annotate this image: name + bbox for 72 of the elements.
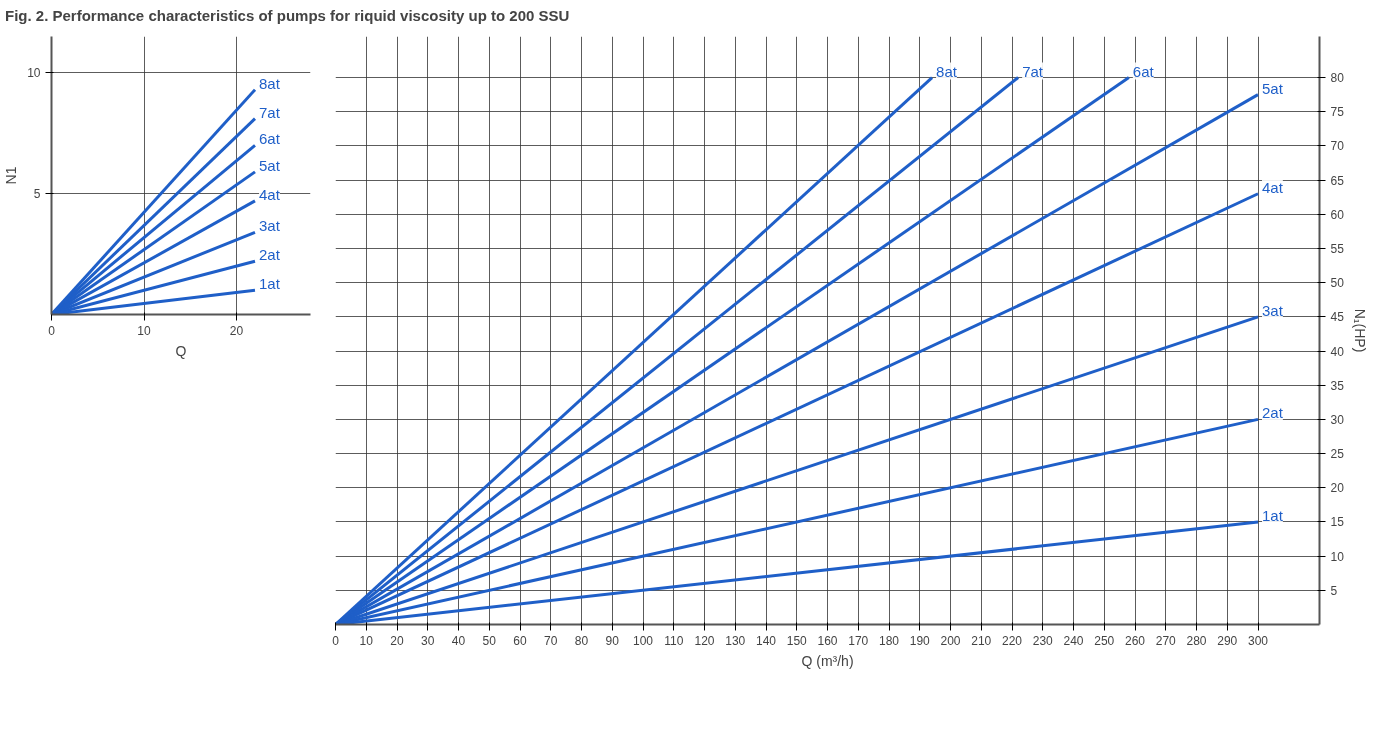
y-tick-label: 55 <box>1330 242 1345 257</box>
series-label: 5at <box>1262 80 1284 98</box>
series-label: 4at <box>1262 179 1284 197</box>
series-label: 1at <box>1262 507 1284 525</box>
x-tick-label: 270 <box>1155 633 1177 648</box>
series-label: 6at <box>1132 62 1155 80</box>
series-label: 7at <box>259 104 281 122</box>
x-tick-label: 110 <box>664 633 684 648</box>
y-axis-title: N₁(HP) <box>1351 309 1368 353</box>
x-tick-label: 130 <box>725 633 746 648</box>
x-tick-label: 100 <box>632 633 654 648</box>
y-tick-label: 80 <box>1330 71 1345 86</box>
x-tick-label: 250 <box>1094 633 1115 648</box>
chart-title: Fig. 2. Performance characteristics of pumps for riquid viscosity up to 200 SSU <box>5 6 570 26</box>
x-tick-label: 20 <box>390 633 404 648</box>
y-tick-label: 30 <box>1330 413 1345 428</box>
series-label: 8at <box>259 75 281 93</box>
series-label: 8at <box>936 62 958 80</box>
y-tick-label: 35 <box>1330 379 1345 394</box>
y-tick-label: 50 <box>1330 276 1345 291</box>
x-tick-label: 180 <box>878 633 900 648</box>
y-tick-label: 5 <box>33 187 41 202</box>
y-tick-label: 15 <box>1330 515 1345 530</box>
x-tick-label: 30 <box>421 633 435 648</box>
y-tick-label: 5 <box>1330 584 1338 599</box>
y-tick-label: 60 <box>1330 208 1345 223</box>
y-tick-label: 20 <box>1330 481 1345 496</box>
x-tick-label: 210 <box>971 633 992 648</box>
x-tick-label: 0 <box>48 323 56 338</box>
series-label: 4at <box>259 186 281 204</box>
series-label: 5at <box>259 157 281 175</box>
y-tick-label: 70 <box>1330 139 1345 154</box>
x-tick-label: 240 <box>1063 633 1084 648</box>
series-label: 6at <box>259 130 281 148</box>
x-tick-label: 10 <box>359 633 374 648</box>
x-tick-label: 10 <box>137 323 151 338</box>
x-tick-label: 280 <box>1186 633 1207 648</box>
series-label: 2at <box>259 246 281 264</box>
y-tick-label: 45 <box>1330 310 1345 325</box>
series-label: 1at <box>259 275 281 293</box>
x-tick-label: 0 <box>332 633 340 648</box>
x-tick-label: 140 <box>755 633 777 648</box>
x-tick-label: 50 <box>482 633 497 648</box>
y-tick-label: 25 <box>1330 447 1345 462</box>
x-tick-label: 230 <box>1032 633 1054 648</box>
x-tick-label: 200 <box>940 633 961 648</box>
x-tick-label: 170 <box>848 633 869 648</box>
series-label: 3at <box>1262 302 1284 320</box>
x-tick-label: 300 <box>1247 633 1269 648</box>
x-tick-label: 260 <box>1124 633 1146 648</box>
x-tick-label: 90 <box>605 633 620 648</box>
x-tick-label: 40 <box>451 633 466 648</box>
x-tick-label: 80 <box>574 633 589 648</box>
y-tick-label: 40 <box>1330 344 1345 359</box>
x-tick-label: 150 <box>786 633 808 648</box>
y-tick-label: 10 <box>1330 550 1345 565</box>
y-tick-label: 65 <box>1330 174 1345 188</box>
x-tick-label: 290 <box>1217 633 1238 648</box>
x-tick-label: 60 <box>513 633 527 648</box>
series-label: 3at <box>259 217 281 235</box>
x-tick-label: 160 <box>817 633 838 648</box>
x-tick-label: 190 <box>909 633 931 648</box>
x-tick-label: 70 <box>544 633 558 648</box>
x-tick-label: 20 <box>229 323 244 338</box>
series-label: 2at <box>1262 404 1284 422</box>
y-tick-label: 75 <box>1330 105 1345 120</box>
x-axis-title: Q (m³/h) <box>801 652 854 669</box>
y-axis-title: N1 <box>3 166 20 185</box>
x-axis-title: Q <box>175 342 187 359</box>
x-tick-label: 220 <box>1001 633 1023 648</box>
x-tick-label: 120 <box>694 633 715 648</box>
series-label: 7at <box>1022 62 1044 80</box>
